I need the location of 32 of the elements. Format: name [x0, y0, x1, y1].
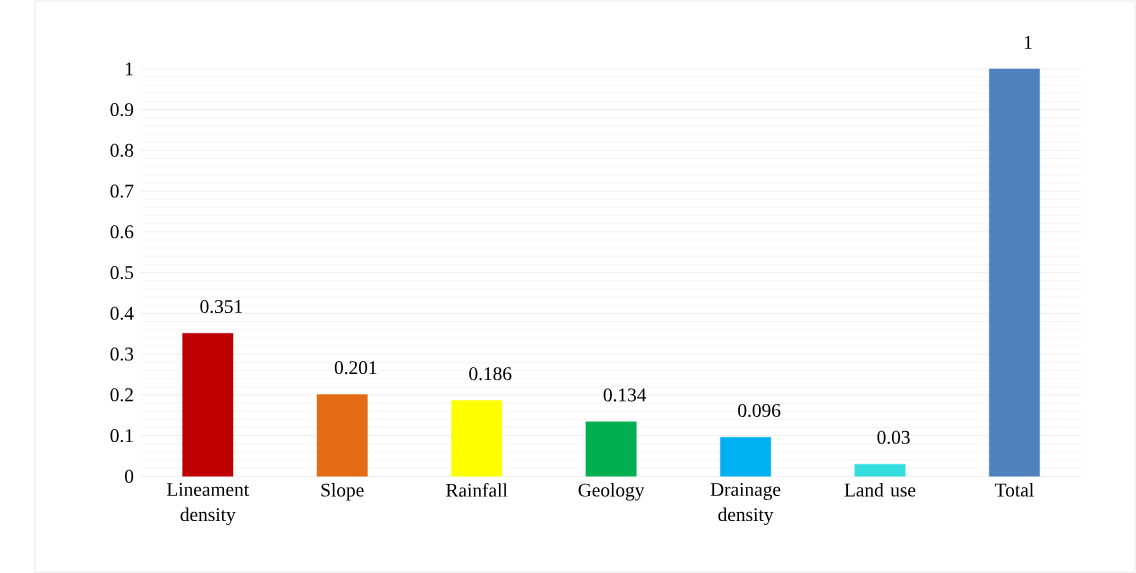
- bar: [585, 421, 637, 477]
- x-tick-label: Geology: [578, 482, 645, 501]
- bar: [854, 463, 906, 477]
- y-tick-label: 0.2: [110, 388, 133, 402]
- data-label: 0.03: [877, 430, 910, 444]
- x-tick-label: Rainfall: [446, 482, 508, 497]
- bar: [182, 332, 234, 477]
- y-tick-label: 0.9: [110, 102, 134, 117]
- x-tick-label: Lineament density: [167, 482, 250, 525]
- data-label: 0.201: [334, 360, 377, 375]
- data-label: 0.096: [738, 403, 781, 417]
- x-tick-label: Slope: [321, 482, 364, 501]
- data-label: 0.351: [200, 299, 242, 313]
- bar: [316, 394, 368, 477]
- y-tick-label: 0.4: [110, 306, 134, 320]
- y-tick-label: 0.6: [110, 225, 134, 239]
- data-label: 1: [1024, 35, 1032, 49]
- x-tick-label: Drainage density: [710, 482, 781, 525]
- y-tick-label: 0: [125, 469, 134, 483]
- y-tick-label: 0.1: [110, 428, 133, 442]
- data-label: 0.186: [469, 367, 512, 381]
- y-tick-label: 1: [125, 62, 133, 76]
- bar: [451, 400, 503, 477]
- x-tick-label: Total: [995, 482, 1034, 497]
- bar: [720, 436, 771, 477]
- y-tick-label: 0.3: [110, 347, 134, 361]
- y-tick-label: 0.5: [110, 265, 134, 279]
- y-tick-label: 0.7: [110, 184, 134, 198]
- y-tick-label: 0.8: [110, 143, 134, 157]
- x-tick-label: Land use: [844, 482, 916, 497]
- bar: [989, 68, 1040, 477]
- data-label: 0.134: [603, 388, 647, 402]
